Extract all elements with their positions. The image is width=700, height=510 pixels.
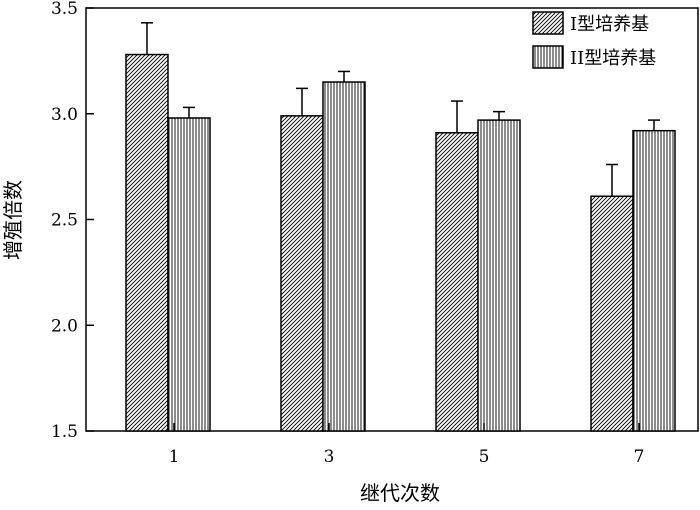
x-tick-label: 7 (634, 447, 645, 467)
y-tick-label: 3.0 (51, 105, 78, 125)
legend-label-series-1: I型培养基 (570, 14, 649, 35)
bar-series-2-cat-1 (167, 117, 211, 432)
y-tick-label: 1.5 (51, 422, 78, 442)
x-axis-label: 继代次数 (360, 481, 440, 505)
y-tick-label: 2.5 (51, 211, 78, 231)
legend: I型培养基 II型培养基 (532, 11, 656, 69)
x-tick-label: 3 (324, 447, 335, 467)
bar-series-1-cat-7 (590, 195, 634, 432)
legend-swatch-series-2 (532, 45, 564, 69)
bar-series-1-cat-3 (280, 115, 324, 432)
legend-label-series-2: II型培养基 (570, 48, 656, 69)
y-axis-ticks: 1.5 2.0 2.5 3.0 3.5 (51, 0, 94, 442)
x-tick-label: 5 (479, 447, 490, 467)
bar-series-1-cat-5 (435, 132, 479, 432)
y-tick-label: 3.5 (51, 0, 78, 19)
x-tick-label: 1 (169, 447, 180, 467)
bars (125, 53, 676, 432)
x-axis-ticks: 1 3 5 7 (169, 423, 645, 467)
y-axis-label: 增殖倍数 (1, 180, 25, 260)
error-bars (141, 22, 660, 197)
bar-series-2-cat-5 (477, 119, 521, 432)
bar-series-2-cat-7 (632, 129, 676, 432)
bar-series-1-cat-1 (125, 53, 169, 432)
bar-series-2-cat-3 (322, 81, 366, 432)
legend-swatch-series-1 (532, 11, 564, 35)
y-tick-label: 2.0 (51, 316, 78, 336)
